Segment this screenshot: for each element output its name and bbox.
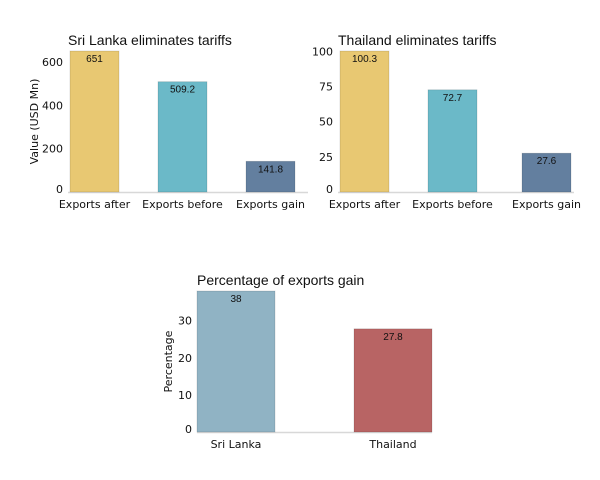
x-tick-label: Exports before	[412, 198, 493, 211]
data-label: 27.8	[383, 332, 403, 343]
x-tick-label: Exports before	[142, 198, 223, 211]
y-tick-label: 0	[326, 183, 333, 196]
y-tick-label: 400	[42, 99, 63, 112]
bar-exports-after	[69, 50, 120, 193]
x-tick-label: Sri Lanka	[211, 438, 262, 451]
bar-sri-lanka	[196, 290, 276, 433]
bar-exports-before	[157, 81, 208, 193]
y-tick-label: 75	[319, 81, 333, 94]
y-axis-label: Percentage	[162, 330, 175, 392]
bar-thailand	[353, 328, 433, 433]
y-tick-label: 100	[312, 45, 333, 58]
y-tick-label: 600	[42, 56, 63, 69]
data-label: 651	[86, 54, 103, 65]
data-label: 27.6	[537, 156, 557, 167]
y-tick-label: 0	[185, 423, 192, 436]
chart-title: Thailand eliminates tariffs	[338, 32, 496, 48]
bar-exports-before	[427, 89, 478, 193]
chart-title: Sri Lanka eliminates tariffs	[68, 32, 232, 48]
data-label: 72.7	[443, 93, 463, 104]
x-tick-label: Exports gain	[236, 198, 305, 211]
y-tick-label: 200	[42, 143, 63, 156]
x-tick-label: Thailand	[368, 438, 416, 451]
chart-title: Percentage of exports gain	[197, 272, 364, 288]
y-tick-label: 25	[319, 151, 333, 164]
data-label: 38	[230, 294, 242, 305]
data-label: 141.8	[258, 164, 283, 175]
y-axis-label: Value (USD Mn)	[28, 79, 41, 165]
data-label: 100.3	[352, 54, 377, 65]
y-tick-label: 50	[319, 116, 333, 129]
y-tick-label: 20	[178, 352, 192, 365]
bar-exports-after	[339, 50, 390, 193]
y-tick-label: 30	[178, 315, 192, 328]
y-tick-label: 0	[56, 183, 63, 196]
data-label: 509.2	[170, 85, 195, 96]
x-tick-label: Exports gain	[512, 198, 581, 211]
bar-exports-gain	[521, 152, 572, 193]
x-tick-label: Exports after	[59, 198, 131, 211]
bar-exports-gain	[245, 160, 296, 193]
y-tick-label: 10	[178, 389, 192, 402]
x-tick-label: Exports after	[329, 198, 401, 211]
